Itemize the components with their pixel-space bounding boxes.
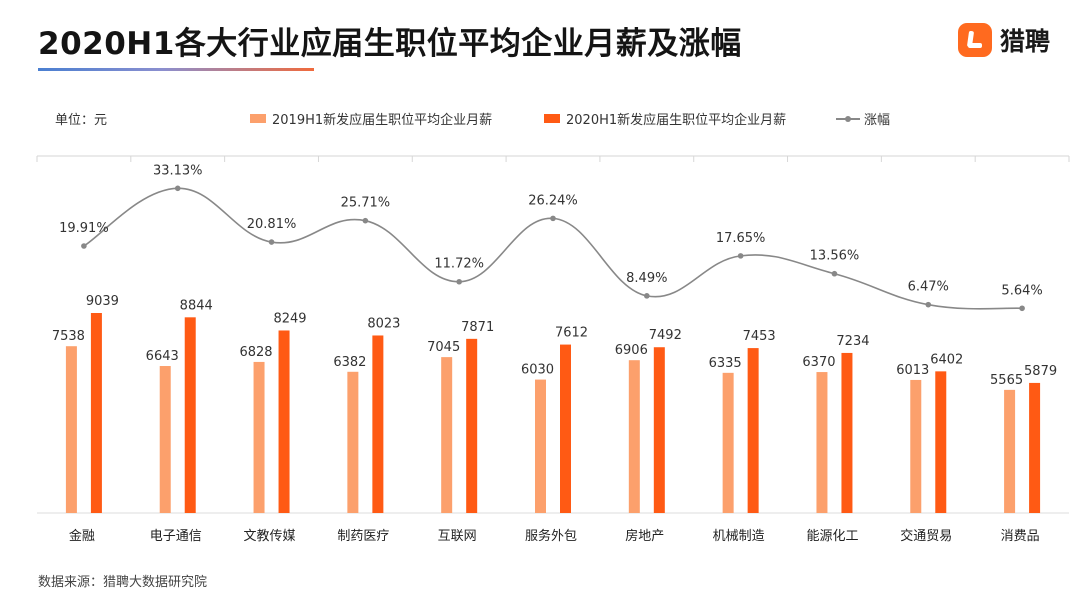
category-tick-label: 互联网	[438, 529, 477, 544]
bar-2020	[747, 348, 759, 513]
category-tick-label: 制药医疗	[337, 529, 389, 544]
category-tick-label: 电子通信	[150, 529, 202, 544]
data-source-note: 数据来源：猎聘大数据研究院	[38, 575, 208, 590]
category-tick-label: 交通贸易	[900, 528, 952, 544]
bar-2019	[910, 379, 922, 513]
growth-value-label: 8.49%	[626, 271, 667, 286]
legend-item-growth: 涨幅	[836, 109, 890, 128]
growth-value-label: 5.64%	[1001, 283, 1042, 298]
bar-2019	[159, 366, 171, 513]
growth-point	[456, 278, 462, 285]
bar-2020-value-label: 6402	[930, 352, 963, 367]
growth-value-label: 6.47%	[908, 280, 949, 295]
bar-2020-value-label: 7453	[743, 329, 776, 344]
legend-label-growth: 涨幅	[864, 113, 891, 128]
bar-2019-value-label: 5565	[990, 373, 1023, 388]
bar-2020	[935, 371, 947, 513]
growth-value-label: 19.91%	[59, 221, 109, 236]
brand-logo: 猎聘	[958, 22, 1050, 58]
growth-point	[1019, 305, 1025, 312]
growth-point	[81, 243, 87, 249]
bar-2019	[722, 372, 734, 513]
category-tick-label: 服务外包	[525, 528, 577, 544]
growth-value-label: 17.65%	[716, 231, 766, 246]
growth-point	[644, 293, 650, 299]
bar-2019-value-label: 7538	[52, 329, 85, 344]
bar-2019	[441, 357, 453, 513]
bar-2019	[65, 346, 77, 513]
bar-2019	[347, 371, 359, 513]
growth-value-label: 33.13%	[153, 163, 203, 178]
bar-2020-value-label: 7871	[461, 320, 494, 335]
bar-2019-value-label: 6013	[896, 363, 929, 378]
bar-2020-value-label: 9039	[86, 294, 119, 309]
brand-name: 猎聘	[1000, 27, 1051, 56]
bar-2019	[816, 372, 828, 513]
growth-value-label: 13.56%	[810, 249, 860, 264]
bar-2019	[535, 379, 546, 513]
bar-2020-value-label: 7492	[649, 328, 682, 343]
chart-title: 2020H1各大行业应届生职位平均企业月薪及涨幅	[38, 26, 742, 62]
unit-label: 单位：元	[55, 113, 108, 128]
growth-value-label: 26.24%	[528, 193, 578, 208]
growth-value-label: 20.81%	[247, 217, 297, 232]
legend-swatch-2020	[544, 114, 560, 123]
category-tick-label: 消费品	[1001, 529, 1040, 544]
category-tick-label: 房地产	[625, 528, 664, 544]
bar-2020	[653, 347, 665, 513]
bar-2020	[90, 313, 102, 513]
legend-label-2019: 2019H1新发应届生职位平均企业月薪	[272, 113, 493, 128]
bar-2019-value-label: 6382	[333, 355, 366, 370]
bar-2020	[560, 344, 571, 513]
bar-2020	[466, 338, 478, 513]
growth-point	[925, 301, 932, 308]
bar-2019	[628, 360, 640, 513]
bar-2019-value-label: 6643	[146, 349, 179, 364]
growth-point	[174, 185, 181, 192]
growth-point	[737, 253, 744, 259]
legend-label-2020: 2020H1新发应届生职位平均企业月薪	[566, 113, 787, 128]
bar-2020-value-label: 7612	[555, 326, 588, 341]
bar-2019-value-label: 6906	[615, 343, 648, 358]
category-tick-label: 能源化工	[806, 529, 858, 544]
bar-2020	[841, 352, 853, 513]
title-underline	[38, 68, 314, 71]
liepin-logo-icon	[958, 23, 992, 57]
legend-item-2019: 2019H1新发应届生职位平均企业月薪	[250, 109, 492, 128]
growth-point	[362, 217, 369, 224]
bar-2020-value-label: 8249	[273, 311, 306, 326]
bar-2019-value-label: 6335	[709, 356, 742, 371]
bar-2019-value-label: 6370	[802, 355, 835, 370]
bar-2020	[184, 317, 196, 513]
growth-point	[268, 239, 275, 245]
bar-2020	[372, 335, 384, 513]
bar-2020-value-label: 5879	[1024, 364, 1057, 379]
bar-2020-value-label: 8023	[367, 316, 400, 331]
growth-point	[550, 215, 556, 222]
growth-point	[831, 270, 838, 277]
category-tick-label: 文教传媒	[244, 528, 296, 544]
growth-value-label: 25.71%	[341, 196, 391, 211]
bar-2019	[1004, 389, 1016, 513]
legend-swatch-2019	[250, 114, 266, 123]
bar-2020	[1029, 382, 1041, 513]
legend-swatch-growth	[836, 114, 860, 123]
bar-2019-value-label: 6030	[521, 363, 554, 378]
category-tick-label: 金融	[69, 528, 95, 544]
bar-2020-value-label: 8844	[180, 298, 213, 313]
bar-2020-value-label: 7234	[836, 334, 869, 349]
bar-2019-value-label: 6828	[239, 345, 272, 360]
bar-2019-value-label: 7045	[427, 340, 460, 355]
category-tick-label: 机械制造	[713, 529, 765, 544]
growth-value-label: 11.72%	[434, 257, 484, 272]
bar-2019	[253, 361, 265, 513]
bar-2020	[278, 330, 290, 513]
legend-item-2020: 2020H1新发应届生职位平均企业月薪	[544, 109, 786, 128]
